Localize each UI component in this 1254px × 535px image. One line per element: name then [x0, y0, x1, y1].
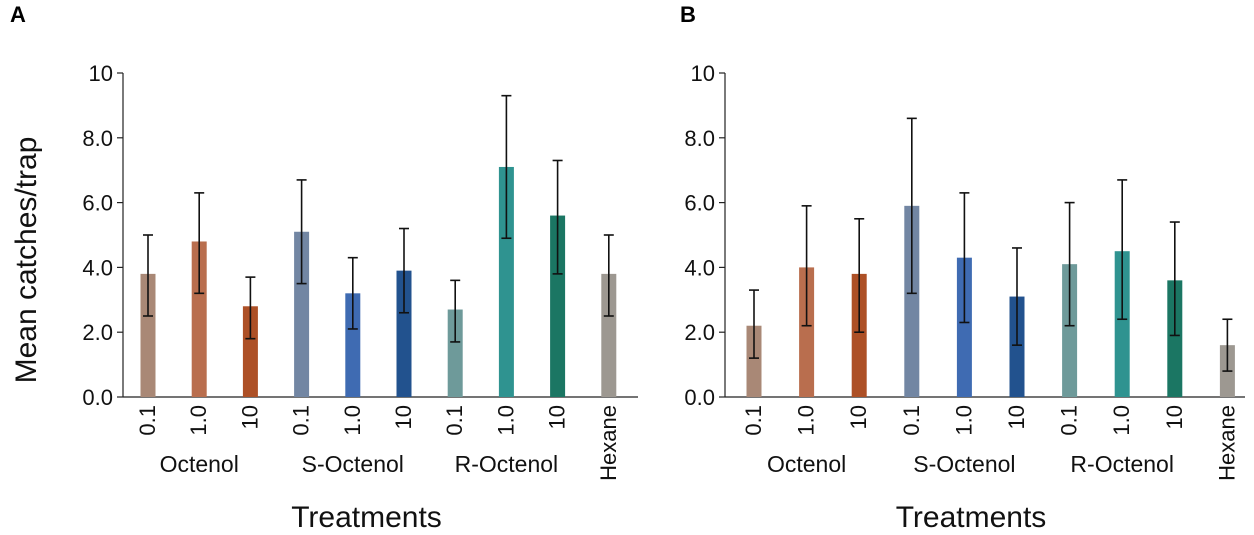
x-tick-label: 10 — [545, 405, 570, 429]
bar — [956, 257, 972, 397]
x-tick-label: 1.0 — [1109, 405, 1134, 436]
y-tick-label: 0.0 — [684, 385, 715, 410]
x-tick-label: 10 — [846, 405, 871, 429]
x-tick-label: 10 — [237, 405, 262, 429]
y-tick-label: 6.0 — [82, 191, 113, 216]
group-label: Octenol — [767, 451, 846, 477]
x-tick-label: 1.0 — [794, 405, 819, 436]
group-label: S-Octenol — [913, 451, 1015, 477]
bar — [851, 273, 867, 397]
group-label: R-Octenol — [1070, 451, 1174, 477]
x-tick-label: 0.1 — [135, 405, 160, 436]
x-tick-label: 1.0 — [493, 405, 518, 436]
bar — [1114, 251, 1130, 397]
y-tick-label: 10 — [89, 61, 113, 86]
bar — [447, 309, 463, 397]
y-tick-label: 6.0 — [684, 191, 715, 216]
bar — [242, 306, 258, 397]
x-tick-label: Hexane — [596, 405, 621, 481]
x-tick-label: 0.1 — [289, 405, 314, 436]
group-label: Octenol — [160, 451, 239, 477]
y-axis-title: Mean catches/trap — [10, 137, 43, 384]
bar — [1167, 280, 1183, 397]
y-tick-label: 10 — [691, 61, 715, 86]
x-tick-label: Hexane — [1214, 405, 1239, 481]
bar — [904, 205, 920, 397]
bar — [746, 325, 762, 397]
panel-label-A: A — [10, 2, 26, 27]
y-tick-label: 8.0 — [684, 126, 715, 151]
bar — [396, 270, 412, 397]
x-axis-title: Treatments — [291, 501, 442, 534]
bar — [799, 267, 815, 397]
bar — [498, 166, 514, 397]
bar — [294, 231, 310, 397]
y-tick-label: 4.0 — [684, 255, 715, 280]
group-label: S-Octenol — [302, 451, 404, 477]
y-tick-label: 4.0 — [82, 255, 113, 280]
x-tick-label: 1.0 — [186, 405, 211, 436]
y-tick-label: 2.0 — [82, 320, 113, 345]
bar — [601, 273, 617, 397]
x-tick-label: 0.1 — [741, 405, 766, 436]
x-tick-label: 1.0 — [951, 405, 976, 436]
x-tick-label: 0.1 — [442, 405, 467, 436]
x-tick-label: 0.1 — [899, 405, 924, 436]
y-tick-label: 8.0 — [82, 126, 113, 151]
y-tick-label: 0.0 — [82, 385, 113, 410]
bar — [140, 273, 156, 397]
x-tick-label: 0.1 — [1057, 405, 1082, 436]
y-tick-label: 2.0 — [684, 320, 715, 345]
x-tick-label: 10 — [1004, 405, 1029, 429]
bar — [550, 215, 566, 397]
x-tick-label: 10 — [1162, 405, 1187, 429]
x-tick-label: 1.0 — [340, 405, 365, 436]
bar — [1062, 264, 1078, 397]
x-axis-title: Treatments — [896, 501, 1047, 534]
x-tick-label: 10 — [391, 405, 416, 429]
bar — [191, 241, 207, 397]
bar — [345, 293, 361, 397]
group-label: R-Octenol — [455, 451, 559, 477]
bar — [1009, 296, 1025, 397]
panel-label-B: B — [680, 2, 696, 27]
